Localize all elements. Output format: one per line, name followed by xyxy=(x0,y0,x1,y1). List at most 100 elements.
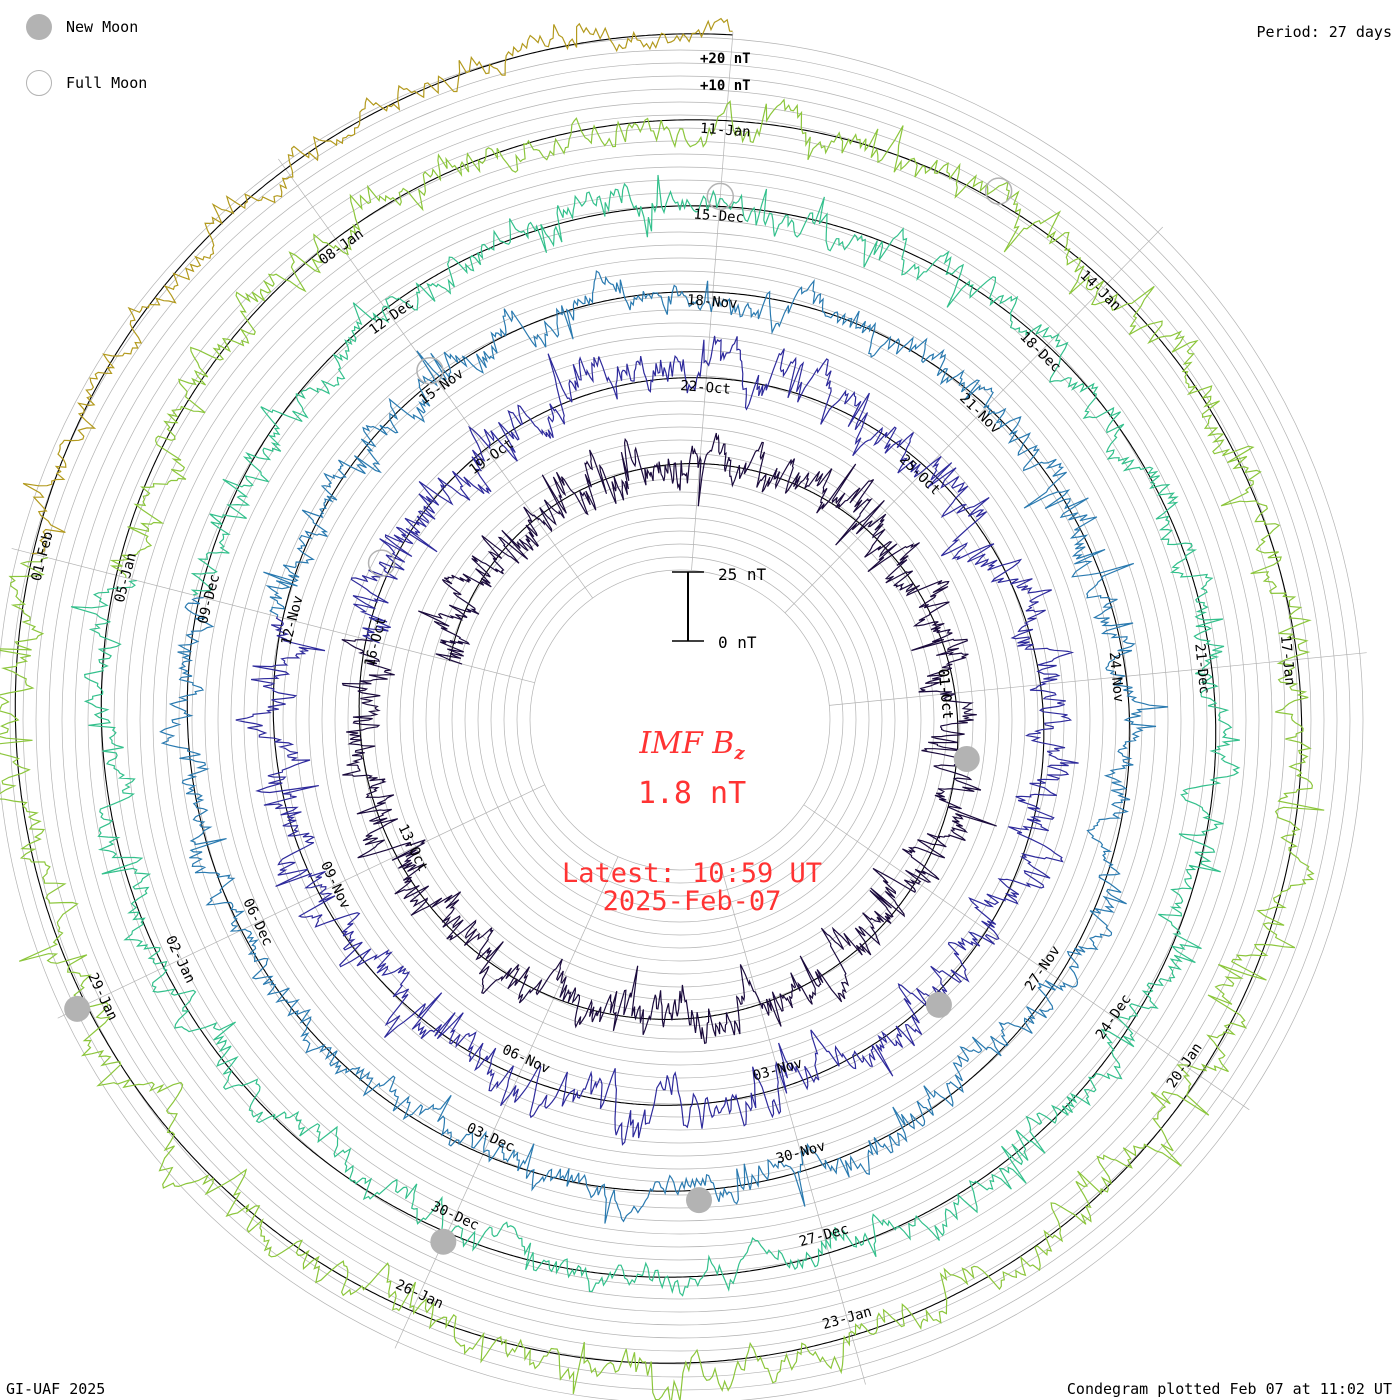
grid-spoke xyxy=(784,226,1164,614)
series-zero-line xyxy=(14,119,1303,1364)
date-label: 01-Oct xyxy=(935,668,956,720)
grid-layer xyxy=(0,36,1364,1400)
date-label: 30-Dec xyxy=(429,1199,482,1234)
grid-ring xyxy=(373,413,987,1027)
ref-label-20: +20 nT xyxy=(700,51,751,67)
grid-spoke xyxy=(720,864,866,1385)
legend-full-moon-label: Full Moon xyxy=(66,74,148,92)
legend-new-moon-label: New Moon xyxy=(66,18,139,36)
grid-ring xyxy=(503,543,857,897)
grid-ring xyxy=(464,504,896,936)
full-moon-marker xyxy=(706,182,735,211)
grid-ring xyxy=(100,140,1260,1300)
legend-full-moon: Full Moon xyxy=(26,70,147,96)
date-label: 17-Jan xyxy=(1277,634,1298,686)
grid-ring xyxy=(0,36,1364,1400)
chart-title-main: IMF B xyxy=(639,726,735,761)
date-label: 24-Nov xyxy=(1106,651,1127,703)
scale-layer: 25 nT 0 nT +20 nT +10 nT xyxy=(672,51,767,652)
grid-ring xyxy=(490,530,870,910)
grid-ring xyxy=(360,400,1000,1040)
grid-ring xyxy=(48,88,1312,1352)
scale-top-label: 25 nT xyxy=(718,565,767,584)
date-label: 19-Oct xyxy=(466,436,516,478)
ref-label-10: +10 nT xyxy=(700,78,751,94)
new-moon-marker xyxy=(64,995,91,1022)
date-label: 18-Nov xyxy=(686,292,738,312)
grid-ring xyxy=(282,322,1078,1118)
series-zero-line xyxy=(32,33,733,555)
full-moon-icon xyxy=(26,70,52,96)
grid-ring xyxy=(308,348,1052,1092)
new-moon-marker xyxy=(953,745,980,772)
grid-ring xyxy=(61,101,1299,1339)
grid-ring xyxy=(295,335,1065,1105)
latest-block: Latest: 10:59 UT 2025-Feb-07 xyxy=(0,860,1384,916)
series-layer xyxy=(0,17,1325,1400)
grid-ring xyxy=(152,192,1208,1248)
legend-new-moon: New Moon xyxy=(26,14,138,40)
chart-title-subscript: z xyxy=(734,743,745,764)
grid-ring xyxy=(269,309,1091,1131)
grid-ring xyxy=(230,270,1130,1170)
period-label: Period: 27 days xyxy=(1256,23,1392,41)
grid-ring xyxy=(412,452,948,988)
grid-ring xyxy=(74,114,1286,1326)
full-moon-marker xyxy=(367,549,396,577)
grid-ring xyxy=(87,127,1273,1313)
grid-spoke xyxy=(691,32,734,571)
date-label: 22-Oct xyxy=(680,378,732,398)
grid-spoke xyxy=(57,784,545,1019)
date-label: 11-Jan xyxy=(699,121,751,141)
series-zero-line xyxy=(272,377,1045,1106)
plotted-label: Condegram plotted Feb 07 at 11:02 UT xyxy=(1066,1380,1392,1398)
grid-ring xyxy=(399,439,961,1001)
grid-ring xyxy=(22,62,1338,1378)
date-label: 01-Oct xyxy=(935,668,956,720)
grid-spoke xyxy=(803,804,1250,1111)
series-line xyxy=(0,98,1325,1400)
latest-time: Latest: 10:59 UT xyxy=(561,858,823,889)
date-label: 12-Dec xyxy=(366,296,416,338)
moon-layer xyxy=(64,177,1013,1255)
new-moon-marker xyxy=(686,1187,713,1214)
grid-ring xyxy=(9,49,1351,1391)
grid-spoke xyxy=(394,856,619,1349)
grid-ring xyxy=(321,361,1039,1079)
grid-ring xyxy=(126,166,1234,1274)
grid-ring xyxy=(204,244,1156,1196)
series-line xyxy=(22,17,733,555)
grid-spoke xyxy=(11,548,535,684)
grid-ring xyxy=(451,491,909,949)
date-label: 01-Oct xyxy=(935,668,956,720)
grid-ring xyxy=(347,387,1013,1053)
grid-ring xyxy=(191,231,1169,1209)
grid-ring xyxy=(516,556,844,884)
current-value: 1.8 nT xyxy=(637,776,747,811)
grid-ring xyxy=(243,283,1117,1157)
grid-ring xyxy=(334,374,1026,1066)
date-label: 29-Jan xyxy=(84,971,120,1024)
date-label: 21-Dec xyxy=(1191,643,1212,695)
grid-ring xyxy=(256,296,1104,1144)
chart-title: IMF Bz xyxy=(0,726,1384,764)
latest-date: 2025-Feb-07 xyxy=(602,886,782,917)
credit-label: GI-UAF 2025 xyxy=(6,1380,106,1398)
date-label: 20-Jan xyxy=(1164,1040,1206,1091)
date-label: 30-Nov xyxy=(774,1138,827,1167)
date-label: 03-Dec xyxy=(464,1120,517,1155)
grid-ring xyxy=(113,153,1247,1287)
scale-bottom-label: 0 nT xyxy=(718,633,757,652)
grid-spoke xyxy=(829,652,1367,706)
series-line xyxy=(235,335,1079,1146)
grid-ring xyxy=(178,218,1182,1222)
grid-ring xyxy=(35,75,1325,1365)
full-moon-marker xyxy=(984,177,1013,205)
grid-ring xyxy=(217,257,1143,1183)
new-moon-icon xyxy=(26,14,52,40)
grid-ring xyxy=(529,569,831,871)
grid-ring xyxy=(425,465,935,975)
full-moon-marker xyxy=(416,356,444,385)
series-line xyxy=(159,270,1169,1224)
